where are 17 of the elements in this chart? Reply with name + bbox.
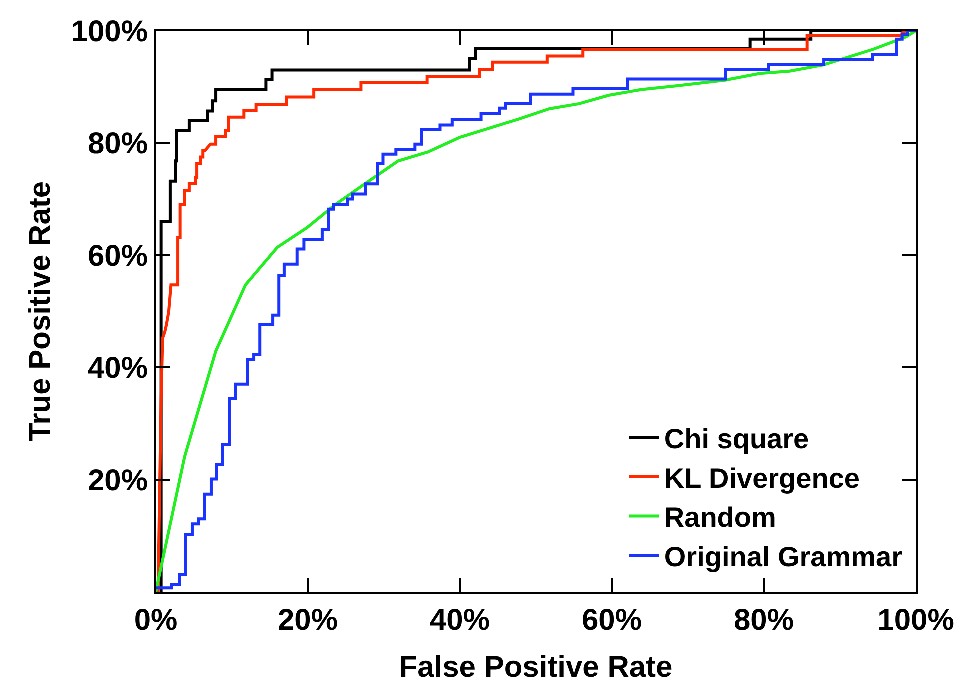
legend-label: Random [664,502,776,534]
y-tick-label: 40% [88,352,148,386]
y-tick-label: 20% [88,464,148,498]
x-tick-label: 100% [878,604,954,637]
y-tick-label: 100% [71,16,148,48]
legend-label: KL Divergence [664,462,860,494]
x-tick-label: 40% [430,604,490,637]
x-tick-label: 20% [278,604,338,637]
legend-label: Original Grammar [664,542,903,573]
legend-label: Chi square [664,423,810,454]
y-axis-title: True Positive Rate [24,181,57,442]
y-tick-label: 80% [88,128,148,161]
y-tick-label: 60% [88,240,148,273]
x-tick-label: 80% [734,604,794,637]
x-tick-label: 0% [134,604,178,637]
x-tick-label: 60% [582,604,642,637]
x-axis-title: False Positive Rate [399,651,673,684]
